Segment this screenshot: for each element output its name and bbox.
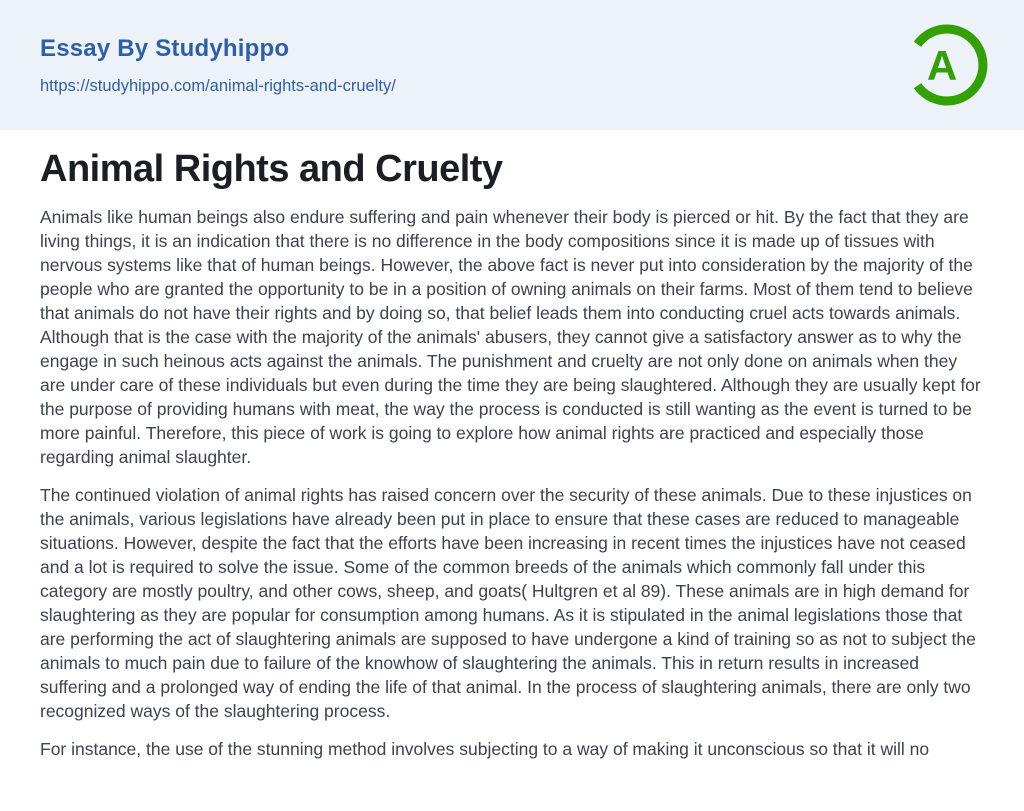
article-content: Animal Rights and Cruelty Animals like h… <box>0 130 1024 761</box>
article-paragraph-3: For instance, the use of the stunning me… <box>40 739 930 759</box>
studyhippo-logo-icon: A <box>902 20 992 110</box>
article-paragraph-1: Animals like human beings also endure su… <box>40 207 981 467</box>
logo-letter: A <box>927 42 957 89</box>
source-url-link[interactable]: https://studyhippo.com/animal-rights-and… <box>40 76 396 95</box>
article-title: Animal Rights and Cruelty <box>40 148 503 190</box>
header-text-block: Essay By Studyhippo https://studyhippo.c… <box>40 35 396 96</box>
page-header: Essay By Studyhippo https://studyhippo.c… <box>0 0 1024 130</box>
article-paragraph-2: The continued violation of animal rights… <box>40 485 976 721</box>
logo-arc <box>913 24 988 106</box>
brand-title: Essay By Studyhippo <box>40 34 290 62</box>
